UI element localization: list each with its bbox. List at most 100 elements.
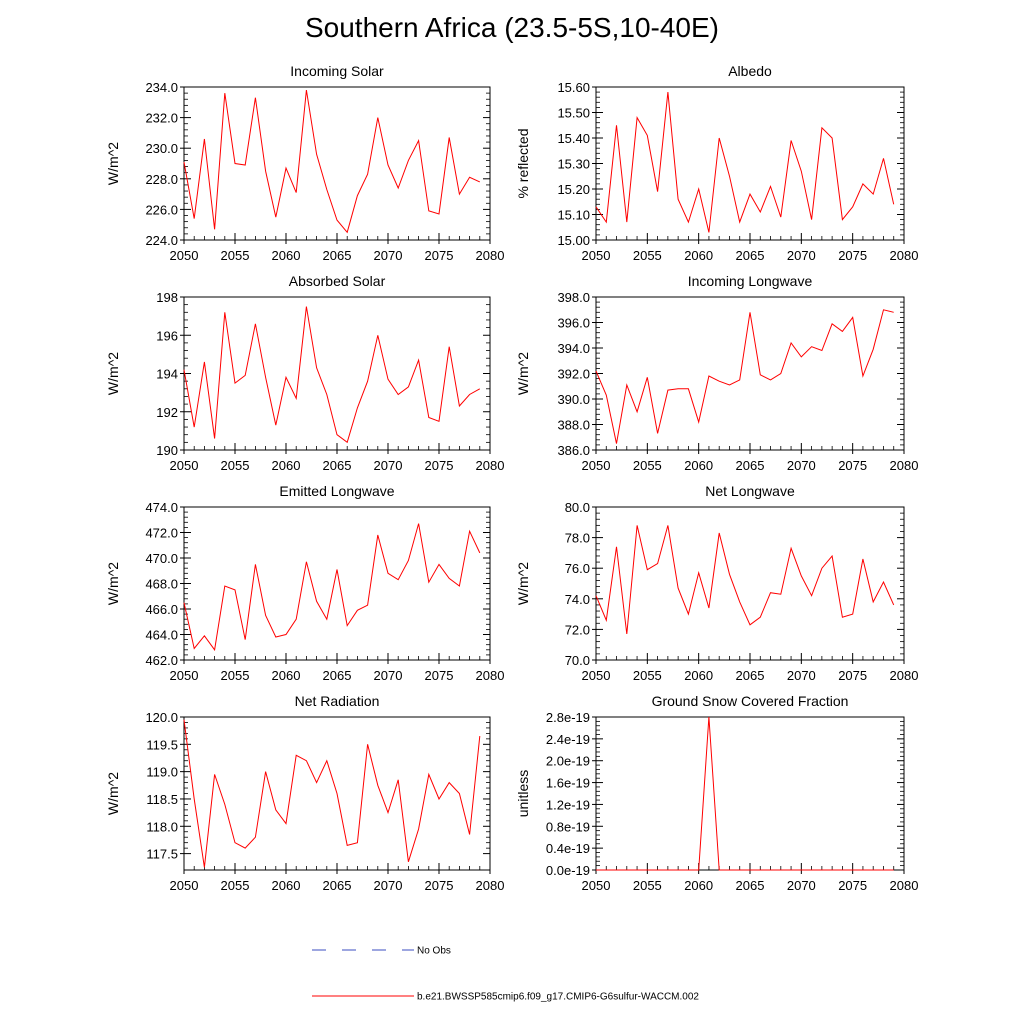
y-tick-label: 15.30	[557, 157, 590, 172]
panel-emitted-longwave: Emitted Longwave W/m^2 2050 2055 2060 2065 207…	[105, 483, 504, 683]
y-tick-label: 118.0	[146, 819, 178, 834]
y-tick-label: 234.0	[145, 80, 178, 95]
y-tick-label: 470.0	[145, 551, 178, 566]
y-tick-label: 0.8e-19	[546, 819, 590, 834]
y-tick-label: 15.50	[557, 106, 590, 121]
y-tick-label: 15.60	[557, 80, 590, 95]
y-axis-label: W/m^2	[105, 352, 121, 395]
y-tick-label: 2.0e-19	[546, 754, 590, 769]
x-tick-label: 2075	[838, 878, 867, 893]
y-axis-label: W/m^2	[105, 562, 121, 605]
x-tick-label: 2065	[736, 248, 765, 263]
plot-frame	[183, 296, 491, 451]
y-tick-label: 228.0	[145, 172, 178, 187]
panel-title: Net Radiation	[295, 693, 380, 709]
x-tick-label: 2050	[170, 248, 199, 263]
y-axis-label: W/m^2	[515, 562, 531, 605]
y-tick-label: 194	[156, 367, 178, 382]
panel-incoming-solar: Incoming Solar W/m^2 2050 2055 2060 2065 2070 2…	[105, 63, 504, 263]
y-tick-label: 190	[156, 443, 178, 458]
y-tick-label: 230.0	[145, 141, 178, 156]
legend-model-label: b.e21.BWSSP585cmip6.f09_g17.CMIP6-G6sulf…	[417, 992, 699, 1003]
y-axis-label: unitless	[515, 770, 531, 817]
panel-ground-snow-covered-fraction: Ground Snow Covered Fraction unitless 2050…	[515, 693, 918, 893]
x-tick-label: 2050	[170, 878, 199, 893]
panel-title: Ground Snow Covered Fraction	[652, 693, 849, 709]
plot-frame	[595, 296, 905, 451]
y-tick-label: 398.0	[557, 290, 590, 305]
x-tick-label: 2050	[582, 668, 611, 683]
y-tick-label: 2.8e-19	[546, 710, 590, 725]
x-tick-label: 2080	[476, 668, 505, 683]
series-line	[183, 306, 481, 444]
y-tick-label: 392.0	[557, 367, 590, 382]
x-tick-label: 2055	[221, 668, 250, 683]
x-tick-label: 2070	[787, 248, 816, 263]
panel-incoming-longwave: Incoming Longwave W/m^2 2050 2055 2060 2065 20…	[515, 273, 918, 473]
y-tick-label: 15.10	[557, 208, 590, 223]
y-tick-label: 464.0	[145, 628, 178, 643]
x-tick-label: 2050	[170, 458, 199, 473]
y-tick-label: 468.0	[145, 577, 178, 592]
x-tick-label: 2075	[838, 248, 867, 263]
x-tick-label: 2060	[272, 248, 301, 263]
series-line	[595, 525, 895, 635]
y-tick-label: 76.0	[565, 561, 590, 576]
x-tick-label: 2070	[374, 878, 403, 893]
x-tick-label: 2055	[221, 248, 250, 263]
panel-title: Incoming Solar	[290, 63, 384, 79]
x-tick-label: 2050	[170, 668, 199, 683]
y-tick-label: 232.0	[145, 111, 178, 126]
plot-frame	[183, 506, 491, 661]
y-tick-label: 80.0	[565, 500, 590, 515]
x-tick-label: 2070	[787, 878, 816, 893]
x-tick-label: 2060	[272, 878, 301, 893]
x-tick-label: 2050	[582, 458, 611, 473]
series-line	[183, 719, 481, 868]
y-tick-label: 120.0	[145, 710, 178, 725]
plot-frame	[183, 86, 491, 241]
panel-net-longwave: Net Longwave W/m^2 2050 2055 2060 2065 2070 207…	[515, 483, 918, 683]
x-tick-label: 2080	[890, 248, 919, 263]
y-tick-label: 74.0	[565, 592, 590, 607]
x-tick-label: 2060	[684, 458, 713, 473]
series-line	[183, 90, 481, 234]
series-line	[595, 309, 894, 444]
y-tick-label: 119.5	[146, 737, 178, 752]
x-tick-label: 2070	[787, 668, 816, 683]
x-tick-label: 2065	[736, 878, 765, 893]
legend: No Obs b.e21.BWSSP585cmip6.f09_g17.CMIP6…	[312, 946, 699, 1003]
x-tick-label: 2080	[890, 878, 919, 893]
y-tick-label: 394.0	[557, 341, 590, 356]
x-tick-label: 2070	[374, 248, 403, 263]
y-tick-label: 472.0	[145, 526, 178, 541]
x-tick-label: 2070	[374, 458, 403, 473]
x-tick-label: 2065	[323, 248, 352, 263]
panel-title: Absorbed Solar	[289, 273, 386, 289]
panel-title: Albedo	[728, 63, 772, 79]
plot-frame	[595, 716, 905, 871]
y-axis-label: W/m^2	[515, 352, 531, 395]
x-tick-label: 2080	[890, 668, 919, 683]
y-tick-label: 388.0	[557, 418, 590, 433]
y-tick-label: 1.2e-19	[546, 797, 590, 812]
legend-obs-label: No Obs	[417, 946, 451, 957]
y-axis-label: % reflected	[515, 128, 531, 198]
x-tick-label: 2050	[582, 878, 611, 893]
x-tick-label: 2060	[684, 248, 713, 263]
y-tick-label: 224.0	[145, 233, 178, 248]
y-tick-label: 226.0	[145, 202, 178, 217]
x-tick-label: 2065	[323, 668, 352, 683]
y-tick-label: 192	[156, 405, 178, 420]
y-tick-label: 70.0	[565, 653, 590, 668]
x-tick-label: 2070	[787, 458, 816, 473]
y-tick-label: 2.4e-19	[546, 732, 590, 747]
plot-frame	[595, 86, 905, 241]
y-tick-label: 118.5	[146, 792, 178, 807]
y-axis-label: W/m^2	[105, 142, 121, 185]
y-tick-label: 198	[156, 290, 178, 305]
y-tick-label: 72.0	[565, 622, 590, 637]
series-line	[183, 523, 481, 652]
x-tick-label: 2060	[684, 668, 713, 683]
x-tick-label: 2075	[425, 458, 454, 473]
